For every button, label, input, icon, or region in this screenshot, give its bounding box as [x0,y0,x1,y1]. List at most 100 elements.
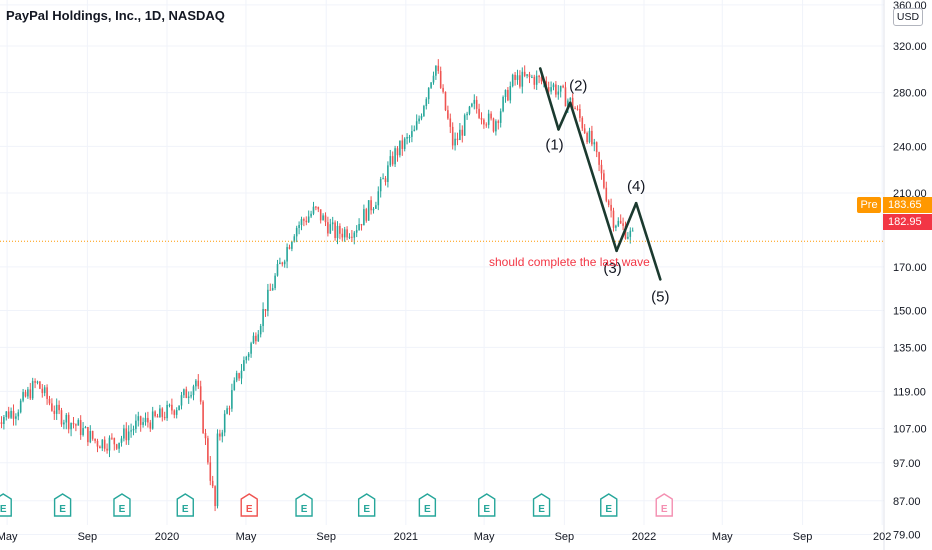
candle-body [384,178,387,183]
candle-body [579,108,581,118]
candle-body [75,424,77,426]
candle-body [252,335,255,344]
candle-body [12,410,15,419]
candle-body [154,411,156,417]
candle-body [315,206,317,208]
candle-body [483,119,485,125]
candle-body [219,433,221,437]
candle-body [538,75,540,78]
x-tick-label: Sep [316,531,336,543]
y-tick-label: 320.00 [893,41,927,53]
earnings-marker[interactable]: E [655,493,673,517]
currency-button[interactable]: USD [893,8,923,26]
candle-body [238,373,240,379]
candle-body [492,118,495,132]
candle-body [432,75,435,83]
candle-body [471,103,473,107]
candle-body [255,335,257,342]
earnings-marker[interactable]: E [295,493,313,517]
wave-segment [634,201,662,281]
earnings-letter: E [483,504,490,515]
candle-body [166,404,168,419]
candle-body [147,417,149,423]
earnings-marker[interactable]: E [600,493,618,517]
earnings-marker[interactable]: E [418,493,437,517]
candle-body [394,148,396,165]
candle-body [533,76,536,85]
y-tick-label: 360.00 [893,0,927,12]
x-tick-label: May [712,531,733,543]
pre-market-price: 183.65 [883,197,932,213]
candle-body [569,97,572,101]
candle-body [540,77,543,82]
earnings-marker[interactable]: E [240,493,258,517]
candle-body [360,224,363,226]
earnings-marker[interactable]: E [357,493,376,517]
candle-body [300,219,303,225]
candle-body [456,138,459,141]
candle-body [15,416,17,419]
candle-body [363,209,365,226]
earnings-marker[interactable]: E [532,493,551,517]
y-tick-label: 119.00 [893,386,926,398]
y-tick-label: 87.00 [893,496,921,508]
candle-body [39,381,41,389]
x-tick-label: 202 [873,531,891,543]
earnings-badge [655,493,673,517]
candle-body [267,289,269,312]
candle-body [7,411,10,418]
candle-body [379,179,382,192]
earnings-marker[interactable]: E [53,493,72,517]
candle-body [235,373,238,381]
candle-body [372,208,375,211]
candle-body [382,178,384,180]
earnings-marker[interactable]: E [0,493,12,517]
candle-body [399,140,401,156]
candle-body [595,142,598,153]
candle-body [435,65,437,76]
earnings-letter: E [605,504,612,515]
candle-body [312,206,315,214]
candle-body [463,115,466,136]
candle-body [490,113,492,119]
candle-body [478,108,480,118]
candle-body [603,173,605,188]
candle-body [339,225,341,234]
candlestick-series [0,59,634,512]
candle-body [199,386,202,402]
candle-body [627,236,629,239]
earnings-marker[interactable]: E [176,493,194,517]
candle-body [67,414,70,430]
wave-segment [568,101,618,253]
candle-body [171,404,173,411]
wave-segment [538,67,560,131]
candle-body [519,75,521,87]
earnings-marker[interactable]: E [113,493,131,517]
candle-body [274,275,276,289]
x-tick-label: May [474,531,495,543]
x-tick-label: 2022 [632,531,656,543]
candle-body [63,422,65,425]
earnings-marker[interactable]: E [478,493,496,517]
candle-body [231,390,233,409]
candle-body [504,89,507,97]
candle-body [511,74,514,87]
earnings-letter: E [301,504,308,515]
candle-body [485,124,488,126]
earnings-letter: E [119,504,126,515]
candle-body [367,200,370,221]
candle-body [103,439,106,449]
candle-body [43,387,46,394]
candle-body [29,389,32,399]
candle-body [631,230,634,232]
candle-body [168,404,171,406]
x-tick-label: May [236,531,257,543]
candle-body [65,414,68,423]
candle-body [415,121,418,130]
candle-body [317,207,320,210]
earnings-badge [418,493,437,517]
earnings-badge [113,493,131,517]
candle-body [259,326,262,335]
